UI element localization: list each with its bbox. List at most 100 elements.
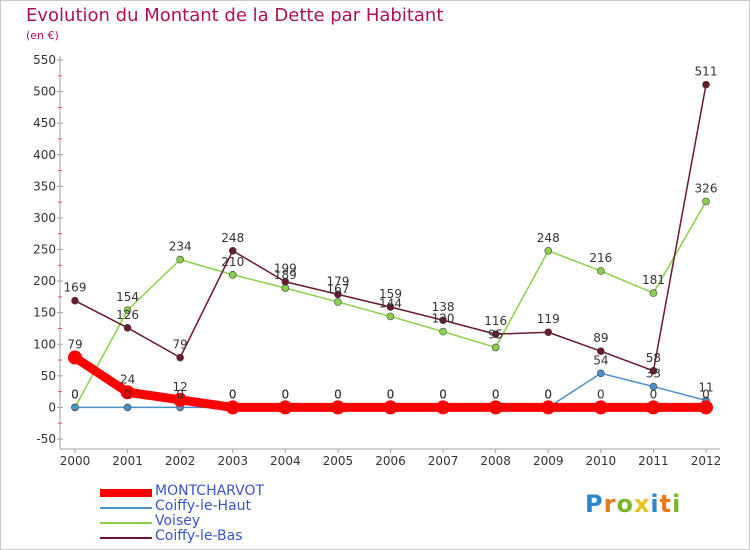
x-tick-label: 2003 bbox=[217, 454, 248, 468]
data-label: 0 bbox=[176, 387, 184, 401]
data-label: 144 bbox=[379, 296, 402, 310]
legend-item: MONTCHARVOT bbox=[100, 483, 350, 500]
data-point bbox=[334, 298, 342, 306]
x-tick-label: 2011 bbox=[638, 454, 669, 468]
proxiti-logo: Proxiti bbox=[585, 490, 681, 518]
data-label: 189 bbox=[274, 268, 297, 282]
logo-letter: i bbox=[650, 490, 660, 518]
logo-letter: t bbox=[659, 490, 673, 518]
data-point bbox=[541, 400, 556, 415]
data-label: 12 bbox=[173, 380, 188, 394]
y-tick-label: 50 bbox=[41, 369, 56, 383]
data-point bbox=[544, 328, 553, 337]
data-label: 167 bbox=[326, 282, 349, 296]
data-point bbox=[649, 366, 658, 375]
y-tick-label: 150 bbox=[33, 306, 56, 320]
data-label: 79 bbox=[173, 338, 188, 352]
data-label: 0 bbox=[492, 387, 500, 401]
data-point bbox=[649, 382, 658, 391]
data-label: 89 bbox=[593, 331, 608, 345]
chart-unit: (en €) bbox=[26, 29, 59, 42]
data-label: 95 bbox=[488, 327, 503, 341]
x-tick-label: 2004 bbox=[270, 454, 301, 468]
y-tick-label: 100 bbox=[33, 337, 56, 351]
data-point bbox=[281, 277, 290, 286]
data-label: 0 bbox=[702, 387, 710, 401]
data-label: 0 bbox=[282, 387, 290, 401]
logo-letter: r bbox=[603, 490, 617, 518]
data-label: 199 bbox=[274, 262, 297, 276]
data-label: 119 bbox=[537, 312, 560, 326]
data-label: 511 bbox=[695, 65, 718, 79]
data-point bbox=[439, 316, 447, 325]
data-label: 0 bbox=[387, 387, 395, 401]
legend-label: MONTCHARVOT bbox=[155, 483, 265, 499]
data-label: 0 bbox=[334, 387, 342, 401]
legend-label: Voisey bbox=[155, 513, 201, 529]
data-point bbox=[699, 400, 713, 415]
data-label: 0 bbox=[650, 387, 658, 401]
logo-letter: i bbox=[672, 490, 682, 518]
data-label: 0 bbox=[387, 387, 395, 401]
data-point bbox=[330, 400, 345, 415]
data-point bbox=[123, 306, 132, 314]
data-label: 58 bbox=[646, 351, 661, 365]
data-point bbox=[702, 197, 710, 206]
logo-letter: P bbox=[585, 490, 604, 518]
data-point bbox=[386, 303, 395, 311]
data-label: 126 bbox=[116, 308, 139, 322]
data-label: 0 bbox=[334, 387, 342, 401]
data-point bbox=[123, 403, 132, 412]
chart-title: Evolution du Montant de la Dette par Hab… bbox=[26, 5, 444, 26]
data-label: 154 bbox=[116, 290, 139, 304]
data-label: 210 bbox=[221, 255, 244, 269]
data-point bbox=[71, 403, 79, 412]
legend-swatch bbox=[100, 507, 152, 509]
data-point bbox=[176, 255, 184, 264]
y-tick-label: 300 bbox=[33, 211, 56, 225]
data-point bbox=[649, 289, 658, 297]
y-tick-label: 200 bbox=[33, 274, 56, 288]
data-point bbox=[225, 400, 240, 415]
x-tick-label: 2005 bbox=[323, 454, 354, 468]
legend-item: Voisey bbox=[100, 513, 350, 530]
data-point bbox=[281, 284, 290, 292]
x-tick-label: 2009 bbox=[533, 454, 564, 468]
data-label: 0 bbox=[71, 387, 79, 401]
data-point bbox=[491, 343, 500, 352]
data-label: 0 bbox=[544, 387, 552, 401]
data-point bbox=[228, 246, 237, 255]
x-tick-label: 2001 bbox=[112, 454, 143, 468]
x-tick-label: 2006 bbox=[375, 454, 406, 468]
data-label: 0 bbox=[492, 387, 500, 401]
data-point bbox=[123, 324, 132, 332]
data-label: 181 bbox=[642, 273, 665, 287]
data-point bbox=[68, 350, 82, 365]
data-label: 0 bbox=[597, 387, 605, 401]
x-tick-label: 2002 bbox=[165, 454, 196, 468]
data-label: 0 bbox=[439, 387, 447, 401]
data-label: 169 bbox=[64, 281, 87, 295]
y-tick-label: 500 bbox=[33, 85, 56, 99]
data-point bbox=[488, 400, 503, 415]
data-label: 0 bbox=[229, 387, 237, 401]
y-tick-label: 450 bbox=[33, 116, 56, 130]
data-point bbox=[597, 369, 605, 378]
data-label: 138 bbox=[432, 300, 455, 314]
legend-swatch bbox=[100, 537, 152, 539]
data-label: 159 bbox=[379, 287, 402, 301]
data-label: 79 bbox=[67, 338, 82, 352]
data-point bbox=[646, 400, 661, 415]
data-point bbox=[334, 290, 342, 299]
data-point bbox=[491, 330, 500, 338]
data-label: 0 bbox=[439, 387, 447, 401]
data-point bbox=[120, 385, 135, 400]
logo-letter: o bbox=[616, 490, 634, 518]
data-point bbox=[593, 400, 608, 415]
data-point bbox=[278, 400, 293, 415]
legend-label: Coiffy-le-Bas bbox=[155, 528, 243, 544]
data-label: 179 bbox=[326, 274, 349, 288]
series-line-coiffy-le-bas bbox=[74, 83, 707, 372]
